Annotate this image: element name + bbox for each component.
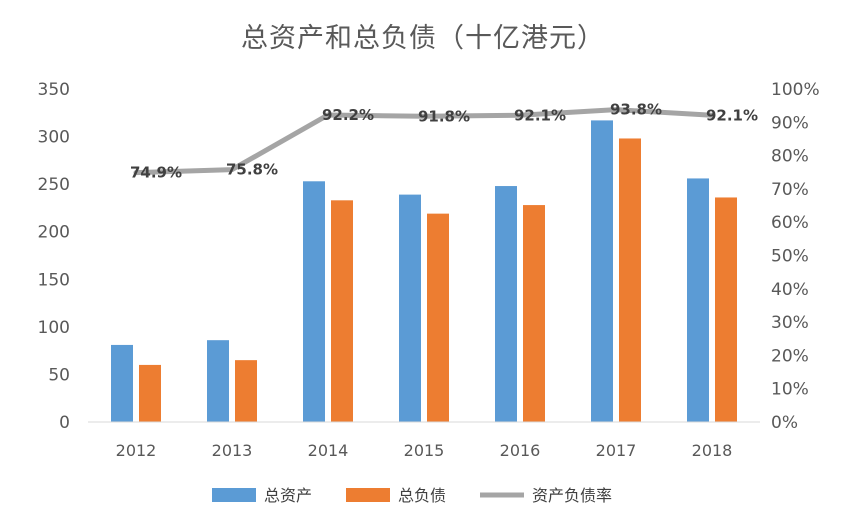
data-label: 91.8% (418, 107, 470, 125)
legend-item: 资产负债率 (480, 486, 612, 505)
y2-tick-label: 100% (771, 80, 820, 100)
data-label: 92.1% (706, 106, 758, 124)
bars (111, 120, 737, 422)
ratio-line-path (133, 107, 715, 176)
legend-item: 总资产 (212, 486, 312, 505)
data-label: 92.2% (322, 106, 374, 124)
bar (331, 200, 353, 422)
y2-tick-label: 40% (771, 280, 809, 300)
data-label: 93.8% (610, 101, 662, 119)
legend-label: 总资产 (264, 486, 312, 505)
data-label: 75.8% (226, 161, 278, 179)
x-tick-label: 2017 (596, 441, 637, 460)
y2-tick-label: 20% (771, 346, 809, 366)
y2-tick-label: 50% (771, 247, 809, 267)
legend-swatch (346, 488, 390, 502)
data-label: 74.9% (130, 164, 182, 182)
data-label: 92.1% (514, 106, 566, 124)
y-tick-label: 100 (38, 318, 70, 338)
y-tick-label: 150 (38, 270, 70, 290)
y-tick-label: 250 (38, 175, 70, 195)
x-tick-label: 2013 (212, 441, 253, 460)
ratio-line (133, 107, 715, 176)
legend-label: 资产负债率 (532, 486, 612, 505)
y-axis-left: 0 50 100 150 200 250 300 350 (38, 80, 70, 433)
bar (303, 181, 325, 422)
x-tick-label: 2015 (404, 441, 445, 460)
y2-tick-label: 0% (771, 413, 798, 433)
x-tick-label: 2018 (692, 441, 733, 460)
x-tick-label: 2016 (500, 441, 541, 460)
bar (235, 360, 257, 422)
bar (111, 344, 133, 422)
y-axis-right: 0% 10% 20% 30% 40% 50% 60% 70% 80% 90% 100% (771, 80, 820, 433)
bar (427, 213, 449, 422)
chart-title: 总资产和总负债（十亿港元） (241, 23, 605, 54)
y2-tick-label: 10% (771, 380, 809, 400)
x-tick-label: 2012 (116, 441, 157, 460)
bar (687, 178, 709, 422)
bar (495, 186, 517, 422)
y2-tick-label: 60% (771, 213, 809, 233)
bar (591, 120, 613, 422)
y2-tick-label: 80% (771, 147, 809, 167)
bar (715, 197, 737, 422)
y-tick-label: 300 (38, 128, 70, 148)
legend-item: 总负债 (346, 486, 446, 505)
y-tick-label: 350 (38, 80, 70, 100)
y-tick-label: 200 (38, 223, 70, 243)
bar (207, 340, 229, 422)
y2-tick-label: 70% (771, 180, 809, 200)
bar (523, 205, 545, 422)
x-tick-label: 2014 (308, 441, 349, 460)
y-tick-label: 50 (48, 365, 70, 385)
legend-label: 总负债 (398, 486, 446, 505)
x-axis-ticks: 2012 2013 2014 2015 2016 2017 2018 (116, 441, 733, 460)
y2-tick-label: 30% (771, 313, 809, 333)
y2-tick-label: 90% (771, 113, 809, 133)
bar (139, 364, 161, 422)
bar (399, 194, 421, 422)
legend-swatch (212, 488, 256, 502)
ratio-labels: 74.9% 75.8% 92.2% 91.8% 92.1% 93.8% 92.1% (130, 101, 758, 182)
legend: 总资产 总负债 资产负债率 (212, 486, 612, 505)
bar (619, 138, 641, 422)
y-tick-label: 0 (59, 413, 70, 433)
